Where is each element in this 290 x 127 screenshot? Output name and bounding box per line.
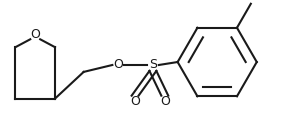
Text: O: O [160, 95, 170, 108]
Text: O: O [113, 59, 123, 72]
Text: S: S [149, 59, 157, 72]
Text: O: O [30, 28, 40, 41]
Text: O: O [130, 95, 140, 108]
